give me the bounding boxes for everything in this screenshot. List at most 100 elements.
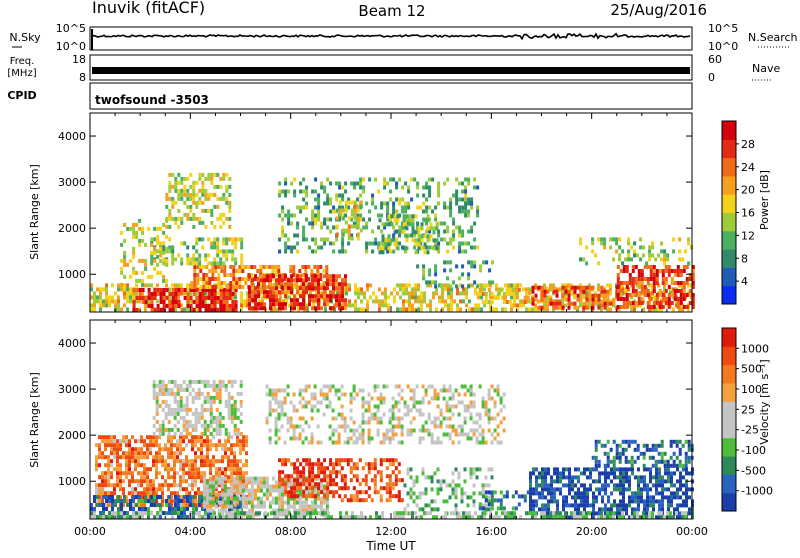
echo-cell xyxy=(368,437,371,441)
echo-cell xyxy=(216,432,219,436)
echo-cell xyxy=(320,478,323,482)
echo-cell xyxy=(365,482,368,486)
echo-cell xyxy=(488,300,491,304)
echo-cell xyxy=(203,455,206,459)
echo-cell xyxy=(189,495,192,499)
echo-cell xyxy=(228,416,231,420)
echo-cell xyxy=(317,218,320,222)
echo-cell xyxy=(254,493,257,497)
echo-cell xyxy=(626,305,629,309)
echo-cell xyxy=(470,389,473,393)
echo-cell xyxy=(134,479,137,483)
echo-cell xyxy=(171,201,174,205)
echo-cell xyxy=(93,303,96,307)
echo-cell xyxy=(473,186,476,190)
echo-cell xyxy=(117,507,120,511)
echo-cell xyxy=(476,284,479,288)
echo-cell xyxy=(345,291,348,295)
echo-cell xyxy=(392,437,395,441)
echo-cell xyxy=(266,477,269,481)
echo-cell xyxy=(464,194,467,198)
echo-cell xyxy=(125,443,128,447)
echo-cell xyxy=(452,280,455,284)
echo-cell xyxy=(302,190,305,194)
echo-cell xyxy=(341,413,344,417)
echo-cell xyxy=(320,485,323,489)
echo-cell xyxy=(431,385,434,389)
echo-cell xyxy=(651,245,654,249)
echo-cell xyxy=(341,417,344,421)
echo-cell xyxy=(420,303,423,307)
echo-cell xyxy=(159,503,162,507)
echo-cell xyxy=(141,507,144,511)
echo-cell xyxy=(116,479,119,483)
echo-cell xyxy=(410,178,413,182)
echo-cell xyxy=(443,385,446,389)
echo-cell xyxy=(240,299,243,303)
echo-cell xyxy=(428,401,431,405)
echo-cell xyxy=(104,435,107,439)
echo-cell xyxy=(201,181,204,185)
echo-cell xyxy=(650,297,653,301)
echo-cell xyxy=(213,428,216,432)
echo-cell xyxy=(430,222,433,226)
echo-cell xyxy=(411,303,414,307)
echo-cell xyxy=(311,278,314,282)
echo-cell xyxy=(235,308,238,312)
echo-cell xyxy=(332,290,335,294)
echo-cell xyxy=(351,201,354,205)
echo-cell xyxy=(131,491,134,495)
echo-cell xyxy=(362,421,365,425)
echo-cell xyxy=(305,494,308,498)
echo-cell xyxy=(485,441,488,445)
echo-cell xyxy=(366,299,369,303)
echo-cell xyxy=(525,287,528,291)
echo-cell xyxy=(183,495,186,499)
echo-cell xyxy=(494,401,497,405)
echo-cell xyxy=(428,272,431,276)
echo-cell xyxy=(632,269,635,273)
echo-cell xyxy=(269,405,272,409)
echo-cell xyxy=(214,277,217,281)
echo-cell xyxy=(234,257,237,261)
echo-cell xyxy=(332,482,335,486)
echo-cell xyxy=(96,503,99,507)
y-tick-label: 4000 xyxy=(58,130,86,143)
echo-cell xyxy=(641,273,644,277)
echo-cell xyxy=(428,280,431,284)
echo-cell xyxy=(194,479,197,483)
echo-cell xyxy=(305,186,308,190)
echo-cell xyxy=(455,467,458,471)
echo-cell xyxy=(140,447,143,451)
echo-cell xyxy=(650,269,653,273)
echo-cell xyxy=(359,433,362,437)
echo-cell xyxy=(296,474,299,478)
echo-cell xyxy=(421,222,424,226)
echo-cell xyxy=(687,261,690,265)
echo-cell xyxy=(332,490,335,494)
echo-cell xyxy=(167,463,170,467)
echo-cell xyxy=(203,485,206,489)
echo-cell xyxy=(193,300,196,304)
echo-cell xyxy=(627,253,630,257)
echo-cell xyxy=(116,455,119,459)
echo-cell xyxy=(305,458,308,462)
echo-cell xyxy=(338,286,341,290)
echo-cell xyxy=(222,253,225,257)
echo-cell xyxy=(144,263,147,267)
echo-cell xyxy=(436,246,439,250)
echo-cell xyxy=(179,459,182,463)
echo-cell xyxy=(455,190,458,194)
echo-cell xyxy=(338,250,341,254)
echo-cell xyxy=(263,501,266,505)
echo-cell xyxy=(175,304,178,308)
echo-cell xyxy=(332,282,335,286)
echo-cell xyxy=(245,501,248,505)
echo-cell xyxy=(374,478,377,482)
echo-cell xyxy=(287,246,290,250)
echo-cell xyxy=(389,490,392,494)
echo-cell xyxy=(647,305,650,309)
echo-cell xyxy=(155,455,158,459)
echo-cell xyxy=(296,482,299,486)
echo-cell xyxy=(161,463,164,467)
